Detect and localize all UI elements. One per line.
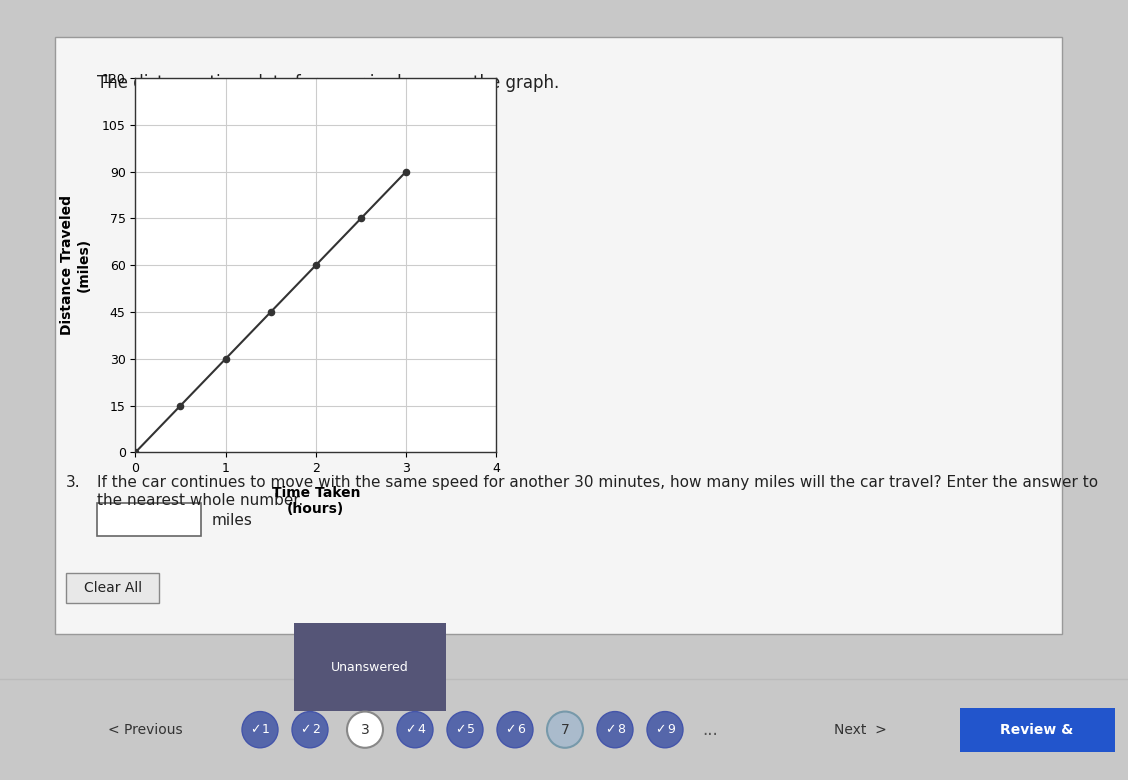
Text: Position of the Car: Position of the Car	[222, 129, 428, 147]
Point	[262, 306, 280, 318]
Y-axis label: Distance Traveled
(miles): Distance Traveled (miles)	[61, 195, 90, 335]
Circle shape	[547, 711, 583, 748]
Text: 4: 4	[417, 723, 425, 736]
Text: ✓: ✓	[455, 723, 465, 736]
Text: miles: miles	[211, 513, 252, 529]
Point	[352, 212, 370, 225]
FancyBboxPatch shape	[97, 503, 201, 536]
Circle shape	[397, 711, 433, 748]
Text: Unanswered: Unanswered	[332, 661, 408, 674]
Text: 6: 6	[517, 723, 525, 736]
Text: Clear All: Clear All	[83, 581, 142, 595]
Circle shape	[243, 711, 277, 748]
Text: ✓: ✓	[605, 723, 615, 736]
Text: < Previous: < Previous	[107, 723, 183, 736]
Text: ✓: ✓	[300, 723, 310, 736]
Circle shape	[447, 711, 483, 748]
Text: 8: 8	[617, 723, 625, 736]
Text: 2: 2	[312, 723, 320, 736]
Text: ...: ...	[702, 721, 717, 739]
Text: 7: 7	[561, 723, 570, 736]
Text: If the car continues to move with the same speed for another 30 minutes, how man: If the car continues to move with the sa…	[97, 475, 1099, 508]
Text: 9: 9	[667, 723, 675, 736]
Text: Review &: Review &	[1001, 723, 1074, 736]
Text: 5: 5	[467, 723, 475, 736]
FancyBboxPatch shape	[960, 707, 1114, 752]
Text: ✓: ✓	[654, 723, 666, 736]
Point	[171, 399, 190, 412]
Point	[126, 446, 144, 459]
X-axis label: Time Taken
(hours): Time Taken (hours)	[272, 486, 360, 516]
Text: 1: 1	[262, 723, 270, 736]
Circle shape	[347, 711, 384, 748]
Circle shape	[497, 711, 534, 748]
Text: Next  >: Next >	[834, 723, 887, 736]
Point	[307, 259, 325, 271]
Text: The distance-time data for a car is shown on the graph.: The distance-time data for a car is show…	[97, 74, 559, 92]
Circle shape	[647, 711, 682, 748]
Text: ✓: ✓	[405, 723, 415, 736]
Text: ✓: ✓	[504, 723, 515, 736]
FancyBboxPatch shape	[55, 37, 1063, 633]
Text: 3.: 3.	[65, 475, 80, 491]
Text: ✓: ✓	[249, 723, 261, 736]
Point	[217, 353, 235, 365]
Text: 3: 3	[361, 723, 369, 736]
Circle shape	[597, 711, 633, 748]
Circle shape	[292, 711, 328, 748]
FancyBboxPatch shape	[65, 573, 159, 603]
Point	[397, 165, 415, 178]
